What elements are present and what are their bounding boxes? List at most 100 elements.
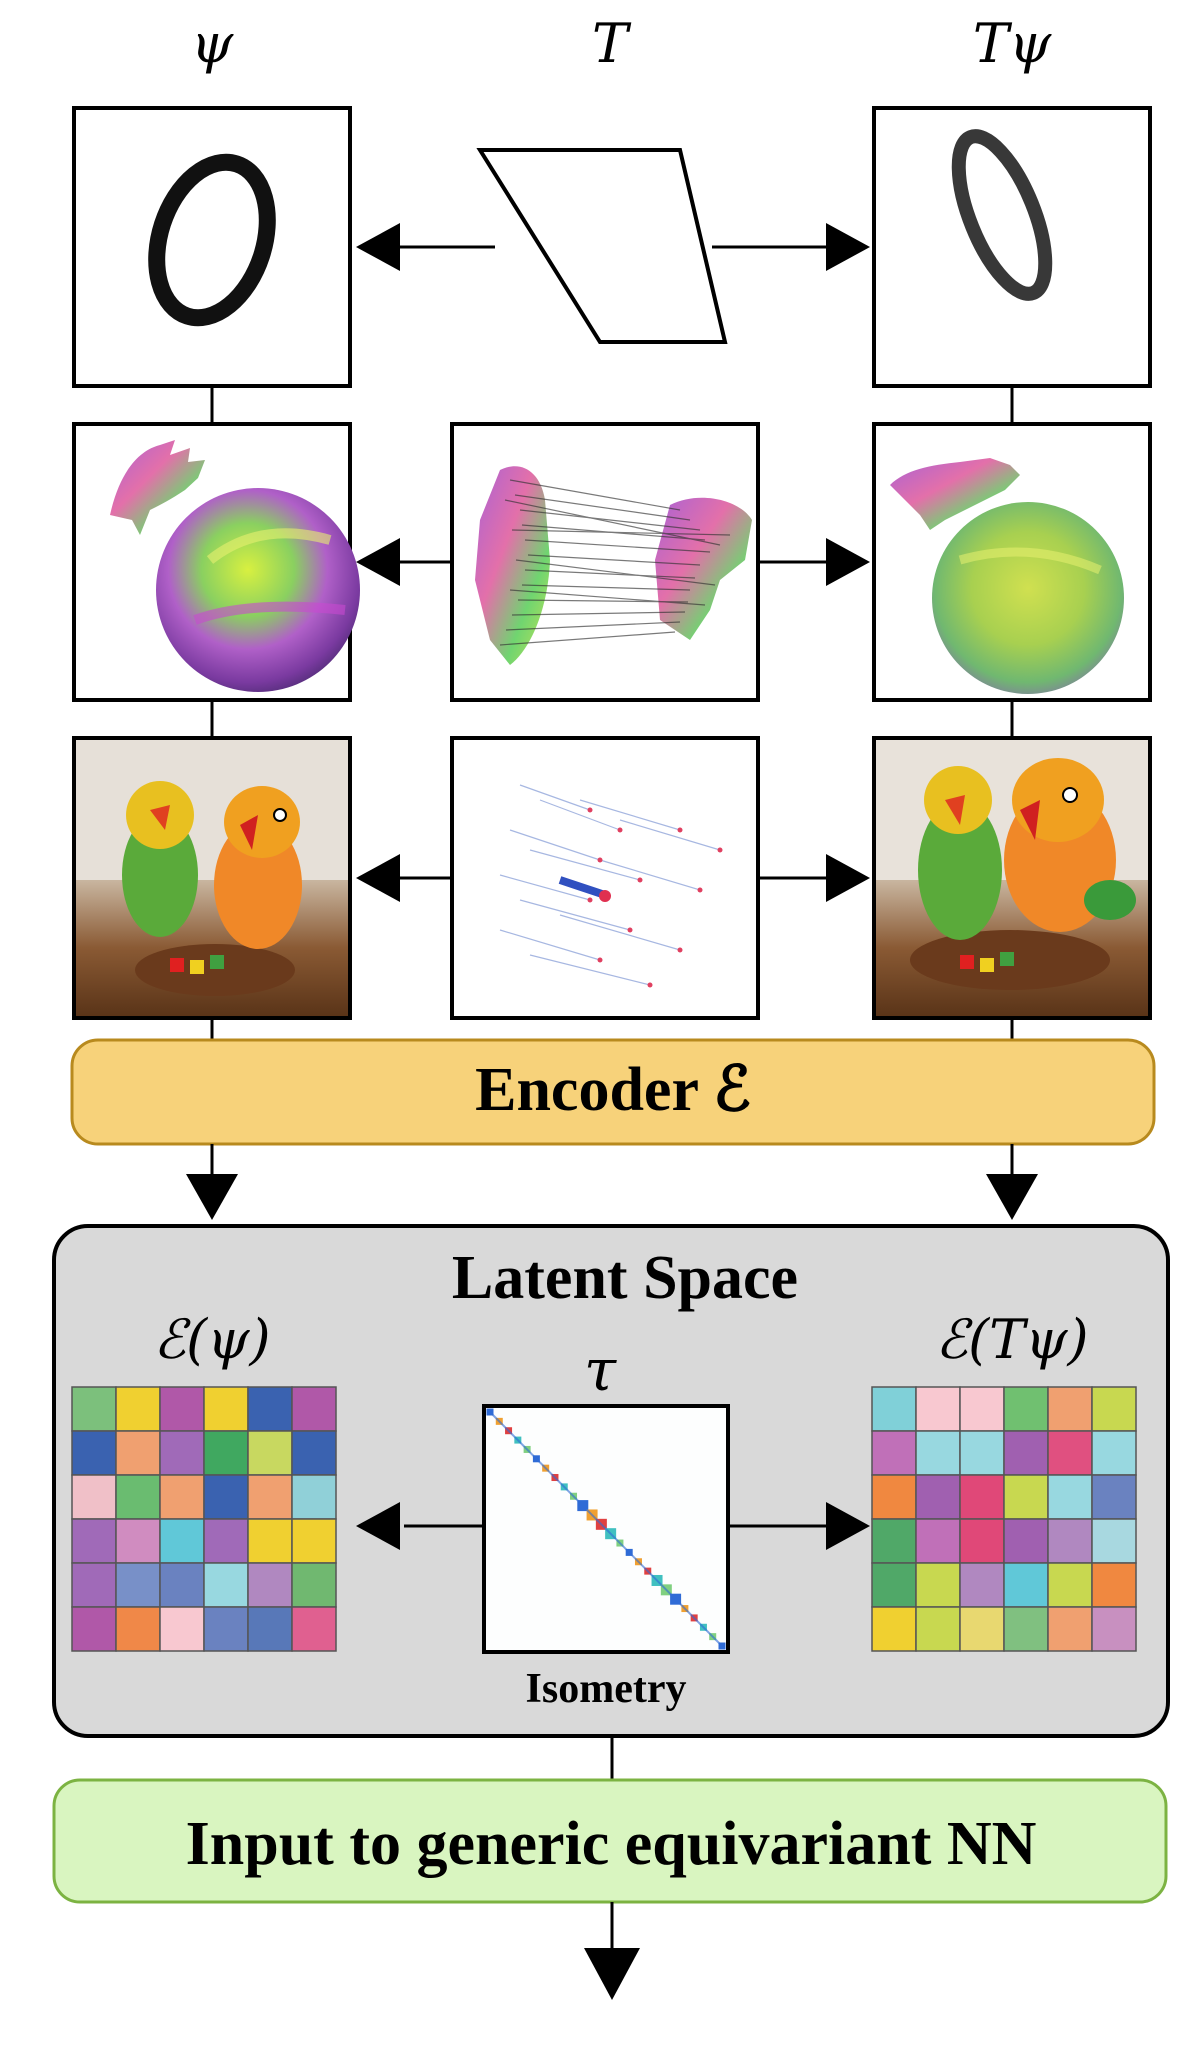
latent-cell [1003, 1562, 1049, 1608]
output-label: Input to generic equivariant NN [186, 1810, 1037, 1878]
latent-cell [203, 1562, 249, 1608]
isometry-label: Isometry [526, 1666, 687, 1712]
latent-cell [203, 1606, 249, 1652]
latent-cell [1091, 1430, 1137, 1476]
arrowhead-latent-left [356, 1502, 400, 1550]
latent-cell [915, 1606, 961, 1652]
latent-cell [871, 1474, 917, 1520]
isometry-matrix [486, 1408, 726, 1650]
arrowhead-photo-right [826, 854, 870, 902]
latent-cell [1003, 1606, 1049, 1652]
latent-space-title: Latent Space [452, 1244, 798, 1312]
latent-cell [115, 1474, 161, 1520]
latent-cell [1091, 1386, 1137, 1432]
latent-cell [915, 1518, 961, 1564]
arrowhead-encoder-left [186, 1174, 238, 1220]
arrowhead-shape-left [356, 538, 400, 586]
latent-cell [115, 1562, 161, 1608]
hand-correspondence-image [475, 466, 752, 665]
latent-cell [915, 1474, 961, 1520]
encoder-label: Encoder ℰ [475, 1056, 751, 1124]
output-box [52, 1778, 1168, 1904]
latent-cell [291, 1430, 337, 1476]
latent-cell [291, 1474, 337, 1520]
latent-cell [871, 1606, 917, 1652]
output-block: Input to generic equivariant NN [52, 1778, 1168, 1904]
latent-cell [71, 1474, 117, 1520]
latent-cell [1091, 1474, 1137, 1520]
psi-label: ψ [191, 12, 234, 75]
transform-label: T [592, 12, 632, 75]
lego-birds-right-image [876, 740, 1148, 1016]
arrowhead-photo-left [356, 854, 400, 902]
latent-grid-left [71, 1386, 337, 1652]
latent-cell [871, 1518, 917, 1564]
latent-cell [1047, 1386, 1093, 1432]
latent-cell [959, 1474, 1005, 1520]
arrowhead-digit-left [356, 223, 400, 271]
arrowhead-encoder-right [986, 1174, 1038, 1220]
latent-cell [1003, 1430, 1049, 1476]
latent-cell [915, 1430, 961, 1476]
latent-cell [959, 1606, 1005, 1652]
latent-grid-right [871, 1386, 1137, 1652]
latent-cell [71, 1562, 117, 1608]
latent-cell [247, 1474, 293, 1520]
latent-cell [159, 1606, 205, 1652]
latent-cell [247, 1386, 293, 1432]
latent-cell [871, 1386, 917, 1432]
optical-flow-image [499, 784, 723, 988]
latent-cell [1091, 1518, 1137, 1564]
latent-cell [1003, 1474, 1049, 1520]
latent-cell [1003, 1386, 1049, 1432]
encoder-box [70, 1038, 1156, 1146]
arrowhead-output-down [584, 1948, 640, 2000]
latent-cell [115, 1430, 161, 1476]
latent-cell [1091, 1606, 1137, 1652]
latent-cell [1047, 1518, 1093, 1564]
tau-label: τ [584, 1336, 617, 1404]
latent-cell [871, 1430, 917, 1476]
latent-cell [115, 1518, 161, 1564]
latent-cell [159, 1386, 205, 1432]
latent-cell [71, 1430, 117, 1476]
latent-cell [959, 1386, 1005, 1432]
row-photo [72, 736, 1152, 1020]
latent-cell [203, 1474, 249, 1520]
latent-cell [959, 1430, 1005, 1476]
latent-cell [203, 1518, 249, 1564]
latent-cell [959, 1562, 1005, 1608]
sheared-zero-image [951, 129, 1053, 301]
latent-cell [1047, 1606, 1093, 1652]
latent-cell [915, 1562, 961, 1608]
transformed-psi-label: Tψ [973, 12, 1052, 75]
lego-birds-left-image [76, 740, 348, 1016]
encoded-transformed-psi-label: ℰ(Tψ) [935, 1308, 1088, 1371]
arrowhead-digit-right [826, 223, 870, 271]
latent-cell [871, 1562, 917, 1608]
handwritten-zero-image [148, 153, 276, 327]
latent-cell [159, 1430, 205, 1476]
latent-cell [1091, 1562, 1137, 1608]
photo-middle-frame [450, 736, 760, 1020]
latent-cell [71, 1606, 117, 1652]
encoder-block: Encoder ℰ [70, 1038, 1156, 1146]
parallelogram-transform-icon [476, 148, 728, 344]
latent-cell [291, 1562, 337, 1608]
latent-cell [247, 1518, 293, 1564]
latent-cell [1047, 1474, 1093, 1520]
latent-cell [115, 1606, 161, 1652]
latent-cell [247, 1562, 293, 1608]
latent-cell [159, 1474, 205, 1520]
latent-cell [291, 1606, 337, 1652]
hand-sphere-left-image [110, 440, 360, 692]
isometry-diagonal [489, 1411, 723, 1647]
latent-cell [159, 1518, 205, 1564]
latent-cell [1047, 1562, 1093, 1608]
latent-cell [203, 1386, 249, 1432]
latent-space-panel: Latent Space ℰ(ψ) ℰ(Tψ) τ Isometry [52, 1224, 1170, 1738]
arrowhead-shape-right [826, 538, 870, 586]
digit-left-frame [72, 106, 352, 388]
latent-cell [159, 1562, 205, 1608]
